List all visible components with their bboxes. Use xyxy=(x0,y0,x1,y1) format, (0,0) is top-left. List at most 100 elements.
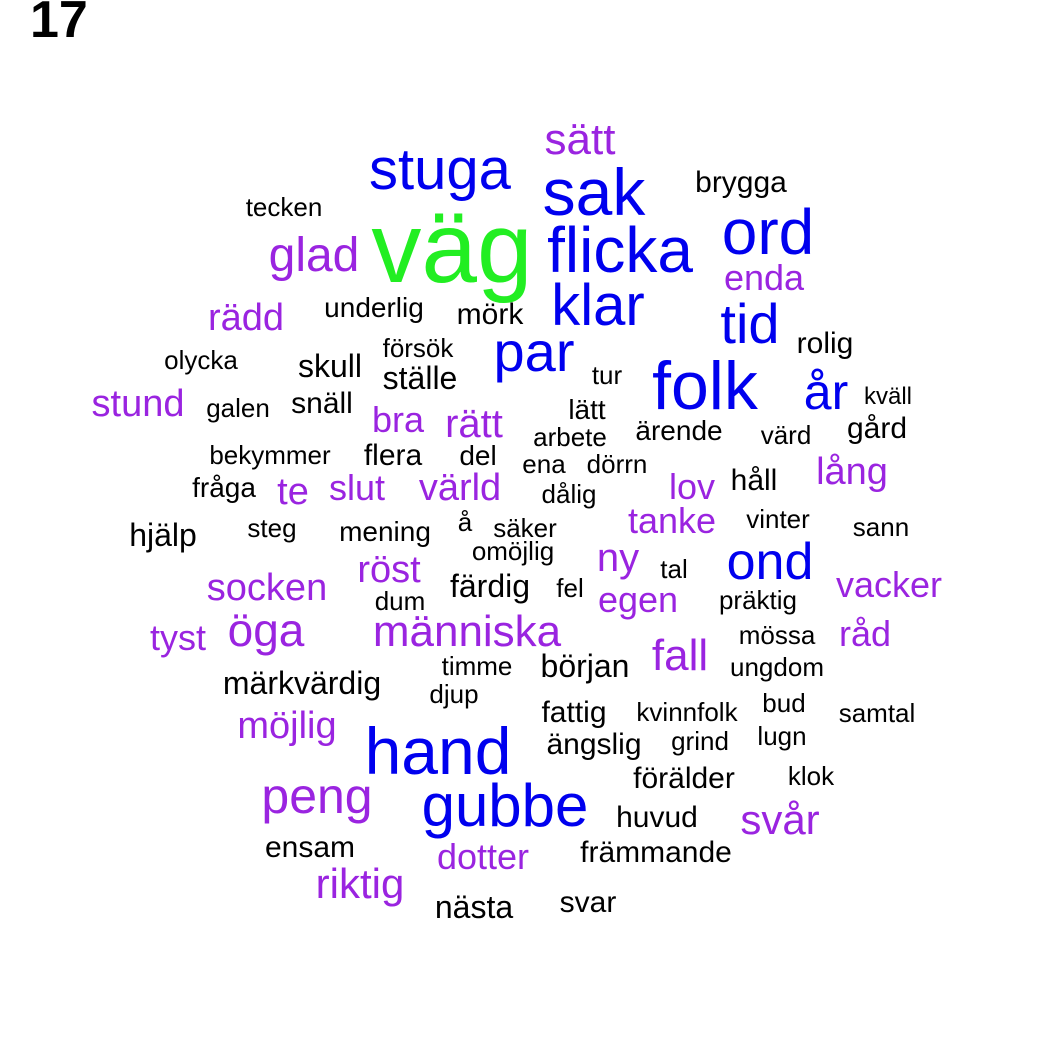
word-58: värd xyxy=(760,420,812,450)
word-53: lätt xyxy=(568,394,606,425)
word-94: klok xyxy=(787,761,835,791)
word-15: enda xyxy=(723,257,805,298)
word-86: fattig xyxy=(541,696,607,729)
panel-number: 17 xyxy=(30,0,88,49)
word-98: nästa xyxy=(434,889,514,925)
word-66: håll xyxy=(730,464,778,497)
word-68: steg xyxy=(247,513,297,543)
word-59: bekymmer xyxy=(209,440,331,470)
word-78: dum xyxy=(374,586,426,616)
word-31: tyst xyxy=(149,617,207,658)
word-30: egen xyxy=(597,579,679,620)
word-10: ond xyxy=(726,533,814,591)
word-69: mening xyxy=(339,516,431,547)
word-70: å xyxy=(457,507,473,537)
word-12: gubbe xyxy=(421,772,589,839)
word-60: flera xyxy=(363,439,423,472)
word-18: bra xyxy=(371,399,425,440)
word-51: galen xyxy=(206,393,270,423)
word-96: ensam xyxy=(264,831,356,864)
word-7: tid xyxy=(720,292,780,355)
word-35: fall xyxy=(651,631,709,680)
word-71: säker xyxy=(493,513,557,543)
word-39: dotter xyxy=(436,836,530,877)
word-79: präktig xyxy=(718,585,798,615)
word-88: bud xyxy=(762,688,806,718)
word-28: röst xyxy=(357,549,421,591)
word-92: lugn xyxy=(757,721,807,751)
word-34: råd xyxy=(838,613,892,654)
word-74: omöjlig xyxy=(471,536,555,566)
word-50: tur xyxy=(591,360,623,390)
word-40: riktig xyxy=(315,860,405,907)
word-49: ställe xyxy=(382,360,458,396)
word-2: stuga xyxy=(369,137,511,202)
word-61: del xyxy=(459,440,497,471)
word-76: fel xyxy=(556,573,584,603)
word-29: vacker xyxy=(835,564,943,605)
word-32: öga xyxy=(227,604,305,656)
word-84: märkvärdig xyxy=(222,665,382,701)
word-24: lov xyxy=(668,466,716,507)
word-62: ena xyxy=(522,449,566,479)
word-67: hjälp xyxy=(129,517,197,553)
word-73: sann xyxy=(852,512,910,542)
word-44: mörk xyxy=(456,298,524,331)
word-91: grind xyxy=(671,726,729,756)
word-90: ängslig xyxy=(546,728,642,761)
word-26: ny xyxy=(596,536,640,580)
word-17: stund xyxy=(91,383,185,425)
word-64: fråga xyxy=(192,472,256,503)
word-5: klar xyxy=(551,273,645,338)
word-56: arbete xyxy=(533,422,607,452)
word-11: hand xyxy=(364,714,512,788)
word-95: huvud xyxy=(616,801,698,834)
word-27: socken xyxy=(206,567,328,609)
word-83: ungdom xyxy=(730,652,824,682)
word-85: djup xyxy=(429,679,479,709)
word-20: lång xyxy=(816,451,888,493)
word-52: snäll xyxy=(291,387,353,420)
word-13: sätt xyxy=(544,115,616,164)
word-6: par xyxy=(493,320,575,383)
word-33: människa xyxy=(372,607,562,656)
word-80: mössa xyxy=(738,620,816,650)
word-9: år xyxy=(803,364,849,420)
word-72: vinter xyxy=(746,504,810,534)
word-38: svår xyxy=(740,796,820,843)
word-3: flicka xyxy=(547,214,693,286)
word-45: rolig xyxy=(796,327,854,360)
word-63: dörrn xyxy=(586,449,648,479)
word-87: kvinnfolk xyxy=(636,697,738,727)
word-4: ord xyxy=(721,196,815,268)
word-54: kväll xyxy=(863,383,913,410)
word-14: glad xyxy=(268,229,360,282)
word-48: skull xyxy=(297,348,363,384)
word-22: slut xyxy=(328,467,386,508)
word-36: möjlig xyxy=(237,705,337,747)
word-25: tanke xyxy=(627,500,717,541)
word-77: tal xyxy=(660,554,688,584)
word-55: gård xyxy=(846,412,908,445)
word-97: främmande xyxy=(580,836,732,869)
word-89: samtal xyxy=(838,698,916,728)
word-46: olycka xyxy=(164,345,238,375)
word-37: peng xyxy=(261,768,373,824)
word-0: väg xyxy=(371,192,533,304)
word-8: folk xyxy=(652,348,758,424)
word-57: ärende xyxy=(635,415,723,446)
word-16: rädd xyxy=(207,297,285,339)
word-1: sak xyxy=(542,155,646,229)
word-42: tecken xyxy=(245,192,323,222)
word-21: te xyxy=(277,471,309,513)
word-81: timme xyxy=(441,651,513,681)
word-99: svar xyxy=(559,886,617,919)
word-43: underlig xyxy=(324,292,424,323)
word-19: rätt xyxy=(445,402,503,446)
word-82: början xyxy=(540,648,630,684)
word-65: dålig xyxy=(541,479,597,509)
word-23: värld xyxy=(418,467,502,509)
word-41: brygga xyxy=(695,166,787,199)
word-75: färdig xyxy=(449,568,531,604)
